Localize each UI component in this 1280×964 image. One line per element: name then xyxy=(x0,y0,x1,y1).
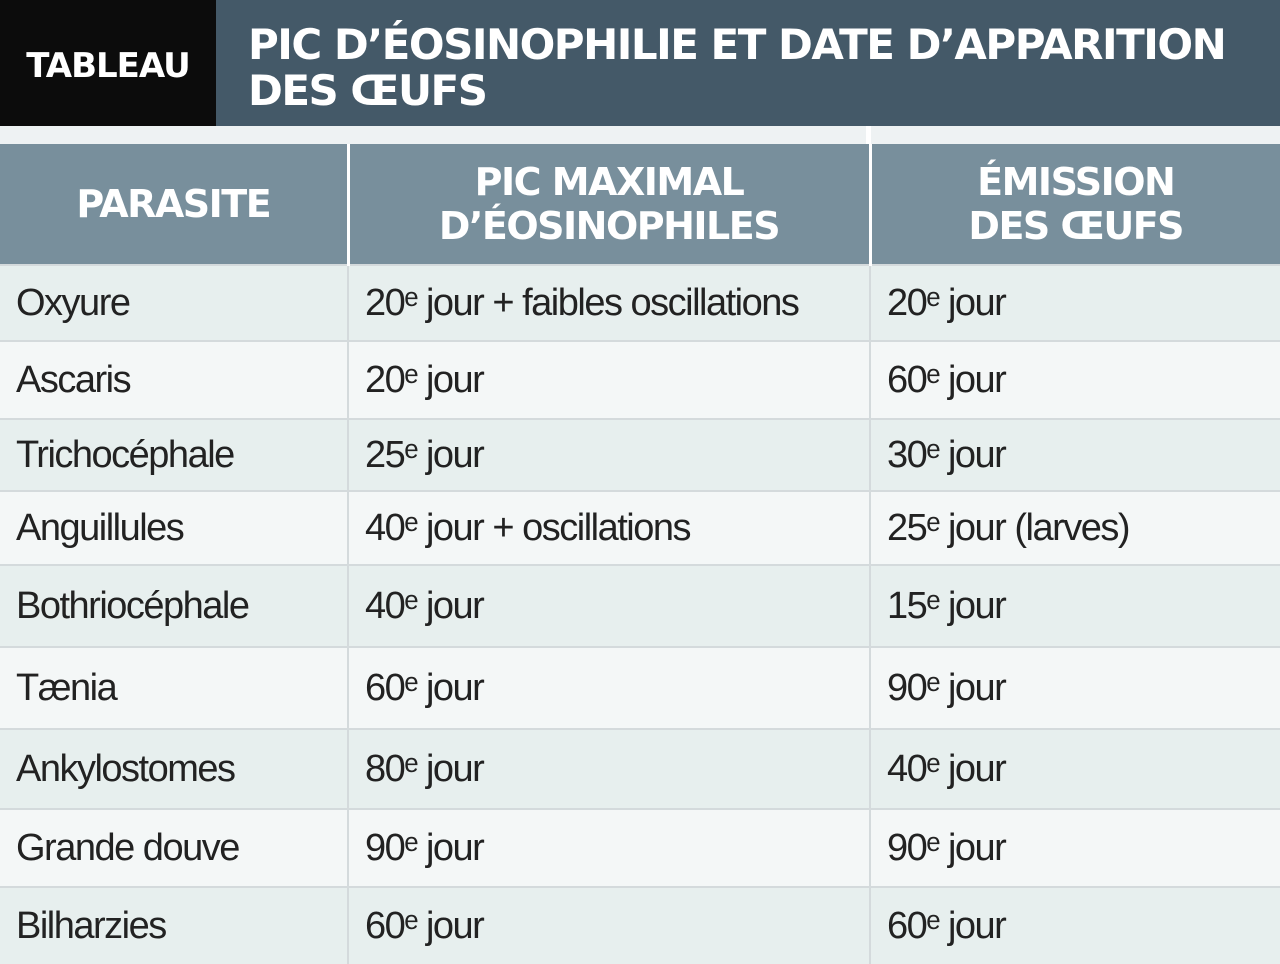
cell-pic: 90ᵉ jour xyxy=(347,808,870,887)
table-row: Anguillules 40ᵉ jour + oscillations 25ᵉ … xyxy=(0,490,1280,565)
column-header-pic: PIC MAXIMAL D’ÉOSINOPHILES xyxy=(346,144,870,265)
cell-pic: 25ᵉ jour xyxy=(347,418,870,491)
cell-emission: 40ᵉ jour xyxy=(869,728,1280,809)
table-row: Trichocéphale 25ᵉ jour 30ᵉ jour xyxy=(0,418,1280,491)
column-header-line: DES ŒUFS xyxy=(968,204,1184,248)
table-row: Grande douve 90ᵉ jour 90ᵉ jour xyxy=(0,808,1280,887)
column-header-parasite: PARASITE xyxy=(0,144,348,265)
table-title-line-1: PIC D’ÉOSINOPHILIE ET DATE D’APPARITION xyxy=(248,20,1227,69)
table-title: PIC D’ÉOSINOPHILIE ET DATE D’APPARITION … xyxy=(216,0,1280,126)
data-table: PARASITE PIC MAXIMAL D’ÉOSINOPHILES ÉMIS… xyxy=(0,144,1280,964)
table-row: Bilharzies 60ᵉ jour 60ᵉ jour xyxy=(0,886,1280,964)
cell-pic: 60ᵉ jour xyxy=(347,886,870,964)
cell-pic: 20ᵉ jour + faibles oscillations xyxy=(347,264,870,341)
cell-parasite: Oxyure xyxy=(0,264,348,341)
cell-parasite: Bothriocéphale xyxy=(0,564,348,647)
column-header-line: PIC MAXIMAL xyxy=(474,160,745,204)
cell-parasite: Ascaris xyxy=(0,340,348,419)
table-title-line-2: DES ŒUFS xyxy=(248,66,488,115)
table-row: Tænia 60ᵉ jour 90ᵉ jour xyxy=(0,646,1280,729)
table-row: Ankylostomes 80ᵉ jour 40ᵉ jour xyxy=(0,728,1280,809)
column-header-line: ÉMISSION xyxy=(977,160,1176,204)
header-row: PARASITE PIC MAXIMAL D’ÉOSINOPHILES ÉMIS… xyxy=(0,144,1280,265)
cell-parasite: Anguillules xyxy=(0,490,348,565)
column-header-emission: ÉMISSION DES ŒUFS xyxy=(868,144,1280,265)
cell-emission: 15ᵉ jour xyxy=(869,564,1280,647)
title-bar: TABLEAU PIC D’ÉOSINOPHILIE ET DATE D’APP… xyxy=(0,0,1280,126)
cell-pic: 60ᵉ jour xyxy=(347,646,870,729)
cell-parasite: Ankylostomes xyxy=(0,728,348,809)
spacer-divider xyxy=(866,126,871,144)
column-header-line: PARASITE xyxy=(76,182,271,226)
cell-parasite: Trichocéphale xyxy=(0,418,348,491)
cell-parasite: Bilharzies xyxy=(0,886,348,964)
cell-pic: 80ᵉ jour xyxy=(347,728,870,809)
cell-parasite: Tænia xyxy=(0,646,348,729)
table-row: Oxyure 20ᵉ jour + faibles oscillations 2… xyxy=(0,264,1280,341)
cell-emission: 60ᵉ jour xyxy=(869,340,1280,419)
table-row: Bothriocéphale 40ᵉ jour 15ᵉ jour xyxy=(0,564,1280,647)
tableau-label: TABLEAU xyxy=(0,0,216,126)
cell-pic: 20ᵉ jour xyxy=(347,340,870,419)
cell-emission: 25ᵉ jour (larves) xyxy=(869,490,1280,565)
cell-emission: 90ᵉ jour xyxy=(869,646,1280,729)
table-row: Ascaris 20ᵉ jour 60ᵉ jour xyxy=(0,340,1280,419)
cell-parasite: Grande douve xyxy=(0,808,348,887)
cell-emission: 20ᵉ jour xyxy=(869,264,1280,341)
cell-emission: 60ᵉ jour xyxy=(869,886,1280,964)
spacer-band xyxy=(0,126,1280,144)
cell-pic: 40ᵉ jour xyxy=(347,564,870,647)
cell-pic: 40ᵉ jour + oscillations xyxy=(347,490,870,565)
column-header-line: D’ÉOSINOPHILES xyxy=(438,204,781,248)
cell-emission: 30ᵉ jour xyxy=(869,418,1280,491)
cell-emission: 90ᵉ jour xyxy=(869,808,1280,887)
